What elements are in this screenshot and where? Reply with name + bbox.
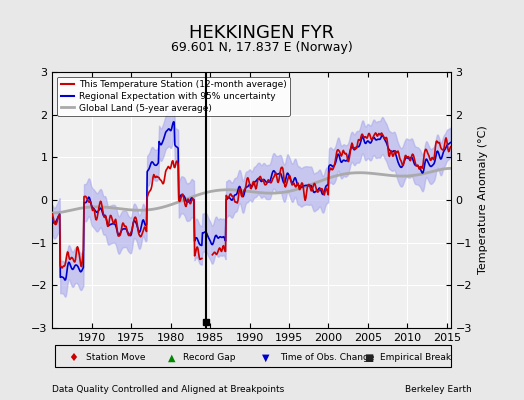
Text: Station Move: Station Move [86, 354, 146, 362]
Legend: This Temperature Station (12-month average), Regional Expectation with 95% uncer: This Temperature Station (12-month avera… [57, 76, 290, 116]
Text: Time of Obs. Change: Time of Obs. Change [280, 354, 375, 362]
Text: ■: ■ [364, 353, 374, 363]
Text: ▼: ▼ [262, 353, 269, 363]
Text: HEKKINGEN FYR: HEKKINGEN FYR [190, 24, 334, 42]
Y-axis label: Temperature Anomaly (°C): Temperature Anomaly (°C) [477, 126, 487, 274]
Text: 69.601 N, 17.837 E (Norway): 69.601 N, 17.837 E (Norway) [171, 41, 353, 54]
Text: ▲: ▲ [168, 353, 175, 363]
Text: Data Quality Controlled and Aligned at Breakpoints: Data Quality Controlled and Aligned at B… [52, 385, 285, 394]
Text: ♦: ♦ [68, 353, 78, 363]
Text: Record Gap: Record Gap [183, 354, 236, 362]
Text: Empirical Break: Empirical Break [380, 354, 451, 362]
Text: Berkeley Earth: Berkeley Earth [405, 385, 472, 394]
